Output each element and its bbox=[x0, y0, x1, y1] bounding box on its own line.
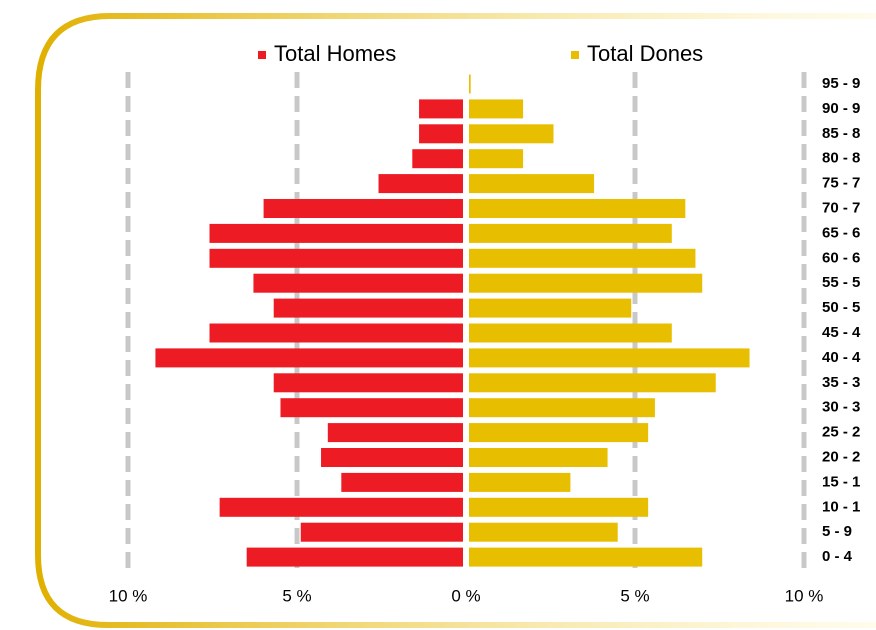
bar bbox=[469, 547, 703, 567]
x-tick-label: 10 % bbox=[109, 586, 148, 605]
legend-label: Total Homes bbox=[274, 41, 396, 66]
category-label: 5 - 9 bbox=[822, 523, 852, 540]
bar bbox=[300, 522, 463, 542]
bar bbox=[419, 99, 463, 119]
bar bbox=[469, 323, 672, 343]
x-tick-label: 5 % bbox=[282, 586, 311, 605]
bar bbox=[469, 423, 649, 443]
bar bbox=[469, 472, 571, 492]
bar bbox=[469, 149, 524, 169]
bar bbox=[469, 223, 672, 243]
category-label: 95 - 9 bbox=[822, 75, 860, 92]
bar bbox=[209, 223, 463, 243]
category-label: 65 - 6 bbox=[822, 224, 860, 241]
category-label: 50 - 5 bbox=[822, 299, 860, 316]
category-label: 40 - 4 bbox=[822, 349, 861, 366]
bar bbox=[155, 348, 464, 368]
category-label: 30 - 3 bbox=[822, 399, 860, 416]
bar bbox=[469, 74, 471, 94]
category-label: 55 - 5 bbox=[822, 274, 860, 291]
bar bbox=[341, 472, 463, 492]
bar bbox=[253, 273, 463, 293]
bar bbox=[280, 398, 463, 418]
bar bbox=[209, 323, 463, 343]
x-tick-label: 10 % bbox=[785, 586, 824, 605]
bar bbox=[412, 149, 463, 169]
category-label: 60 - 6 bbox=[822, 249, 860, 266]
bar bbox=[209, 248, 463, 268]
bar bbox=[469, 248, 696, 268]
bar bbox=[246, 547, 463, 567]
x-tick-label: 0 % bbox=[451, 586, 480, 605]
bar bbox=[469, 99, 524, 119]
bar bbox=[469, 398, 655, 418]
category-label: 80 - 8 bbox=[822, 150, 860, 167]
legend-swatch bbox=[571, 51, 579, 59]
bar bbox=[469, 497, 649, 517]
bar bbox=[469, 124, 554, 144]
category-label: 70 - 7 bbox=[822, 199, 860, 216]
category-label: 10 - 1 bbox=[822, 498, 860, 515]
bar bbox=[469, 373, 716, 393]
bar bbox=[273, 298, 463, 318]
bar bbox=[327, 423, 463, 443]
bar bbox=[469, 348, 750, 368]
legend-label: Total Dones bbox=[587, 41, 703, 66]
bar bbox=[273, 373, 463, 393]
category-label: 75 - 7 bbox=[822, 175, 860, 192]
category-label: 0 - 4 bbox=[822, 548, 853, 565]
bar bbox=[469, 298, 632, 318]
bar bbox=[469, 199, 686, 218]
bar bbox=[321, 448, 463, 467]
bar bbox=[469, 448, 608, 467]
bar bbox=[419, 124, 463, 144]
category-label: 35 - 3 bbox=[822, 374, 860, 391]
category-label: 25 - 2 bbox=[822, 424, 860, 441]
bar bbox=[263, 199, 463, 218]
bar bbox=[469, 522, 618, 542]
legend-swatch bbox=[258, 51, 266, 59]
category-label: 45 - 4 bbox=[822, 324, 861, 341]
bar bbox=[378, 174, 463, 194]
category-label: 15 - 1 bbox=[822, 473, 860, 490]
category-label: 20 - 2 bbox=[822, 448, 860, 465]
category-label: 90 - 9 bbox=[822, 100, 860, 117]
bar bbox=[469, 273, 703, 293]
bar bbox=[219, 497, 463, 517]
bar bbox=[469, 174, 595, 194]
frame bbox=[35, 13, 876, 628]
category-label: 85 - 8 bbox=[822, 125, 860, 142]
x-tick-label: 5 % bbox=[620, 586, 649, 605]
